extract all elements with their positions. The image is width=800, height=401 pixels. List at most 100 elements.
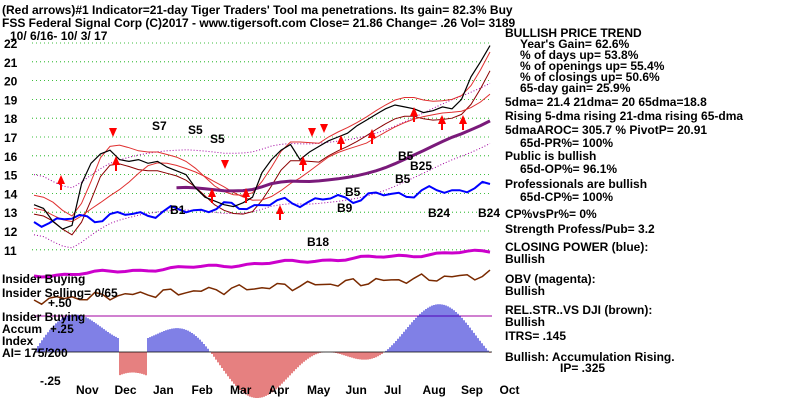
side-text: % of openings up= 55.4% (520, 59, 665, 73)
side-text: ITRS= .145 (505, 329, 566, 343)
side-text: 65-day gain= 25.9% (520, 81, 631, 95)
side-text: CLOSING POWER (blue): (505, 240, 648, 254)
buy-arrow-icon (276, 205, 284, 214)
sell-arrow-icon (320, 124, 328, 133)
y-tick-label: 17 (4, 131, 18, 145)
signal-label: B24 (478, 206, 500, 220)
side-text: IP= .325 (560, 361, 605, 375)
side-text: Rising 5-dma rising 21-dma rising 65-dma (505, 109, 743, 123)
x-tick-label: Feb (192, 383, 213, 397)
y-tick-label: 19 (4, 93, 18, 107)
buy-arrow-icon (208, 188, 216, 197)
month-axis-labels: Nov Dec Jan Feb Mar Apr May Jun Jul Aug Sep Oct (76, 383, 520, 397)
side-text: Year's Gain= 62.6% (520, 37, 630, 51)
signal-label: B1 (170, 203, 186, 217)
price-gridlines (32, 42, 492, 251)
x-tick-label: May (307, 383, 331, 397)
lower-band-line (33, 143, 491, 249)
y-tick-label: 15 (4, 169, 18, 183)
x-tick-label: Apr (269, 383, 290, 397)
buy-arrow-icon (337, 135, 345, 144)
ma65-line (176, 119, 491, 193)
accumulation-index-panel: +.50 +.25 -.25 (34, 296, 492, 398)
y-tick-label: 22 (4, 37, 18, 51)
y-tick-label: 14 (4, 187, 18, 201)
signal-label: B5 (398, 149, 414, 163)
buy-arrow-icon (57, 175, 65, 184)
side-text: 5dma= 21.4 21dma= 20 65dma=18.8 (505, 95, 707, 109)
signal-label: B5 (345, 185, 361, 199)
side-text: % of days up= 53.8% (520, 48, 639, 62)
x-tick-label: Oct (500, 383, 520, 397)
buy-arrow-icon (242, 188, 250, 197)
side-text: Bullish (505, 252, 545, 266)
x-tick-label: Sep (461, 383, 483, 397)
side-text: Professionals are bullish (505, 177, 647, 191)
obv-line (33, 248, 491, 279)
y-tick-label: 18 (4, 112, 18, 126)
y-tick-label: 13 (4, 206, 18, 220)
buy-arrow-icon (299, 156, 307, 165)
sell-arrow-icon (308, 128, 316, 137)
side-text: 65d-OP%= 96.1% (520, 162, 617, 176)
side-text: OBV (magenta): (505, 272, 596, 286)
panel-label: Accum (2, 322, 42, 336)
signal-label: S7 (152, 119, 167, 133)
side-text: CP%vsPr%= 0% (505, 207, 597, 221)
y-tick-label: 16 (4, 150, 18, 164)
signal-label: S5 (188, 123, 203, 137)
rel-str-line (33, 269, 491, 306)
sell-arrow-icon (109, 128, 117, 137)
buy-arrow-icon (112, 156, 120, 165)
ma-upper-line (33, 51, 491, 217)
closing-power-line (33, 180, 491, 228)
signal-label: B24 (428, 206, 450, 220)
signal-label: S5 (210, 132, 225, 146)
accum-tick-label: +.50 (48, 296, 72, 310)
price-axis-labels: 22 21 20 19 18 17 16 15 14 13 12 11 (4, 37, 18, 258)
y-tick-label: 21 (4, 56, 18, 70)
side-text: Bullish (505, 315, 545, 329)
x-tick-label: Mar (230, 383, 252, 397)
accum-tick-label: -.25 (40, 374, 61, 388)
header-date-range: 10/ 6/16- 10/ 3/ 17 (10, 29, 108, 43)
panel-label: Index (2, 334, 34, 348)
signal-label: B5 (395, 172, 411, 186)
panel-label: Insider Buying (2, 272, 85, 286)
side-text: Public is bullish (505, 149, 596, 163)
side-text: 65d-CP%= 100% (520, 190, 613, 204)
panel-label: Insider Selling= 0/65 (2, 286, 118, 300)
x-tick-label: Nov (76, 383, 99, 397)
buy-arrow-icon (459, 115, 467, 124)
header-indicator-line: (Red arrows)#1 Indicator=21-day Tiger Tr… (2, 3, 513, 17)
x-tick-label: Aug (423, 383, 446, 397)
x-tick-label: Jun (346, 383, 367, 397)
x-tick-label: Jan (153, 383, 174, 397)
side-text: Strength Profess/Pub= 3.2 (505, 222, 655, 236)
buy-arrow-icon (368, 129, 376, 138)
y-tick-label: 11 (4, 244, 17, 258)
side-text: REL.STR..VS DJI (brown): (505, 303, 652, 317)
header-ticker-line: FSS Federal Signal Corp (C)2017 - www.ti… (2, 16, 515, 30)
y-tick-label: 12 (4, 225, 18, 239)
side-text: Bullish (505, 284, 545, 298)
x-tick-label: Dec (115, 383, 137, 397)
side-text: 65d-PR%= 100% (520, 136, 613, 150)
side-text: 5dmaAROC= 305.7 % PivotP= 20.91 (505, 123, 707, 137)
accum-tick-label: +.25 (50, 322, 74, 336)
signal-label: B18 (307, 235, 329, 249)
sell-arrow-icon (221, 160, 229, 169)
signal-label: B25 (410, 159, 432, 173)
buy-arrow-icon (410, 107, 418, 116)
ma-mid-line (33, 93, 491, 223)
panel-label: Insider Buying (2, 310, 85, 324)
buy-sell-arrows (57, 107, 467, 220)
y-tick-label: 20 (4, 75, 18, 89)
buy-arrow-icon (438, 115, 446, 124)
panel-label: AI= 175/200 (2, 346, 68, 360)
